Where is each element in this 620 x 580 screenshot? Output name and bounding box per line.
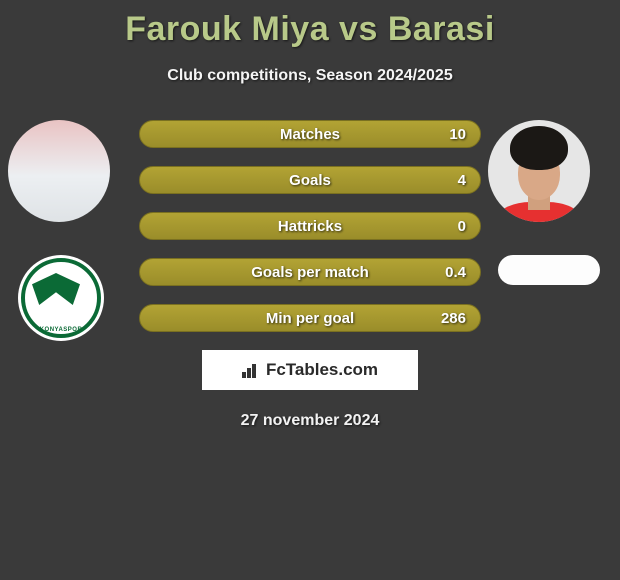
club-logo-right <box>498 255 600 285</box>
stat-label: Hattricks <box>140 213 480 241</box>
stat-label: Matches <box>140 121 480 149</box>
page-subtitle: Club competitions, Season 2024/2025 <box>0 67 620 85</box>
player-photo-left <box>8 120 110 222</box>
stat-row: Goals per match 0.4 <box>139 258 481 286</box>
stat-row: Hattricks 0 <box>139 212 481 240</box>
page-title: Farouk Miya vs Barasi <box>0 0 620 49</box>
stat-value-right: 0 <box>458 213 466 241</box>
brand-text: FcTables.com <box>266 360 378 380</box>
bar-chart-icon <box>242 362 262 378</box>
comparison-area: KONYASPOR Matches 10 Goals 4 Hattricks 0… <box>0 120 620 430</box>
stat-row: Goals 4 <box>139 166 481 194</box>
player-photo-right <box>488 120 590 222</box>
stat-label: Min per goal <box>140 305 480 333</box>
stat-row: Matches 10 <box>139 120 481 148</box>
date-line: 27 november 2024 <box>0 412 620 430</box>
stat-value-right: 10 <box>449 121 466 149</box>
club-logo-left: KONYASPOR <box>18 255 104 341</box>
stat-rows: Matches 10 Goals 4 Hattricks 0 Goals per… <box>139 120 481 332</box>
stat-value-right: 286 <box>441 305 466 333</box>
stat-value-right: 4 <box>458 167 466 195</box>
stat-label: Goals per match <box>140 259 480 287</box>
club-logo-left-text: KONYASPOR <box>18 327 104 333</box>
stat-value-right: 0.4 <box>445 259 466 287</box>
stat-label: Goals <box>140 167 480 195</box>
brand-box: FcTables.com <box>202 350 418 390</box>
stat-row: Min per goal 286 <box>139 304 481 332</box>
